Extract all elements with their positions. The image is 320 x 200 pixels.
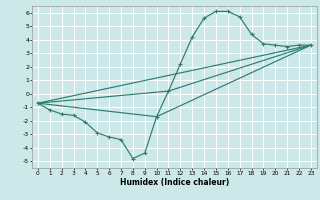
X-axis label: Humidex (Indice chaleur): Humidex (Indice chaleur) (120, 178, 229, 187)
